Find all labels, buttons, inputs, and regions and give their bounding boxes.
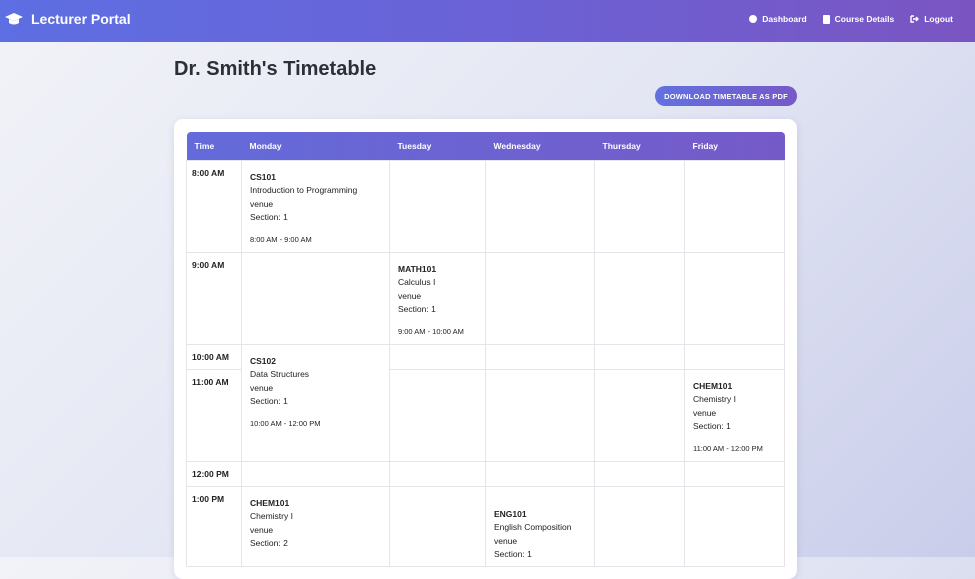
time-cell: 11:00 AM (186, 369, 242, 462)
icon (822, 14, 830, 24)
name: Introduction to Programming (250, 185, 358, 196)
section: Section: 1 (398, 304, 436, 315)
class-cell: CHEM101 Chemistry I venue Section: 2 (241, 486, 390, 567)
header-row: Time Monday Tuesday Wednesday Thursday F… (186, 132, 785, 161)
section: Section: 1 (494, 549, 532, 560)
body: Lecturer Portal Dashboard Course Details… (0, 0, 975, 567)
row: 1:00 PM CHEM101 Chemistry I venue Section: … (186, 486, 785, 567)
code: CHEM101 (693, 381, 733, 391)
brand[interactable]: Lecturer Portal (5, 11, 131, 27)
venue: venue (250, 382, 274, 393)
class-cell: CS101 Introduction to Programming venue Sec… (241, 160, 390, 253)
venue: venue (250, 524, 274, 535)
section: Section: 1 (250, 212, 288, 223)
time-cell: 10:00 AM (186, 344, 242, 370)
time-range: 11:00 AM - 12:00 PM (693, 443, 763, 453)
code: MATH101 (398, 264, 437, 274)
header: Wednesday (485, 132, 595, 161)
row: 12:00 PM (186, 461, 785, 487)
time-range: 9:00 AM - 10:00 AM (398, 326, 464, 336)
icon (910, 15, 920, 23)
row: 10:00 AM CS102 Data Structures venue Sectio… (186, 344, 785, 462)
row: 11:00 AM CHEM101 Chemistry I venue Section:… (186, 369, 785, 462)
class-cell: ENG101 English Composition venue Section: 1 (485, 486, 595, 567)
page: Lecturer Portal {"navbar": {"brand": "Le… (0, 0, 975, 567)
section: Section: 2 (250, 538, 288, 549)
venue: venue (250, 198, 274, 209)
row: 8:00 AM CS101 Introduction to Programming… (186, 160, 785, 253)
code: CS102 (250, 356, 276, 366)
time-cell: 9:00 AM (186, 252, 242, 345)
code: CS101 (250, 172, 276, 182)
time-cell: 8:00 AM (186, 160, 242, 253)
row: 9:00 AM MATH101 Calculus I venue Section: 1… (186, 252, 785, 345)
page-title: Dr. Smith's Timetable (174, 58, 377, 80)
header: Thursday (594, 132, 685, 161)
time-cell: 12:00 PM (186, 461, 242, 487)
name: Chemistry I (250, 511, 293, 522)
class-cell: CS102 Data Structures venue Section: 1 10:00… (241, 344, 390, 462)
venue: venue (494, 535, 518, 546)
time-range: 10:00 AM - 12:00 PM (250, 418, 321, 428)
cap-icon (5, 13, 23, 25)
download-button[interactable]: DOWNLOAD TIMETABLE AS PDF (655, 86, 797, 106)
brand-text: Lecturer Portal (31, 11, 131, 27)
header: Friday (684, 132, 785, 161)
name: English Composition (494, 522, 572, 533)
time-cell: 1:00 PM (186, 486, 242, 567)
class-cell: MATH101 Calculus I venue Section: 1 9:00 AM … (389, 252, 486, 345)
header: Monday (241, 132, 390, 161)
name: Data Structures (250, 369, 310, 380)
header: Tuesday (389, 132, 486, 161)
venue: venue (398, 290, 422, 301)
time-range: 8:00 AM - 9:00 AM (250, 234, 312, 244)
nav-logout[interactable]: Logout (910, 14, 953, 24)
nav-link: Dashboard (762, 14, 807, 24)
section: Section: 1 (693, 421, 731, 432)
timetable-card: Time Monday Tuesday Wednesday Thursday F… (174, 119, 797, 579)
name: Chemistry I (693, 394, 736, 405)
venue: venue (693, 407, 717, 418)
timetable: Time Monday Tuesday Wednesday Thursday F… (186, 132, 785, 567)
navbar: Lecturer Portal Dashboard Course Details… (0, 0, 975, 42)
name: Calculus I (398, 277, 436, 288)
nav-links: Dashboard Course Details Logout (749, 14, 953, 24)
code: CHEM101 (250, 498, 290, 508)
nav-link: Course Details (834, 14, 895, 24)
code: ENG101 (494, 509, 527, 519)
section: Section: 1 (250, 396, 288, 407)
nav-course-details[interactable]: Course Details (822, 14, 895, 24)
nav-link: Logout (924, 14, 953, 24)
nav-dashboard[interactable]: Dashboard (749, 14, 807, 24)
class-cell: CHEM101 Chemistry I venue Section: 1 11:00 A… (684, 369, 785, 462)
header: Time (186, 132, 242, 161)
icon (749, 15, 758, 23)
